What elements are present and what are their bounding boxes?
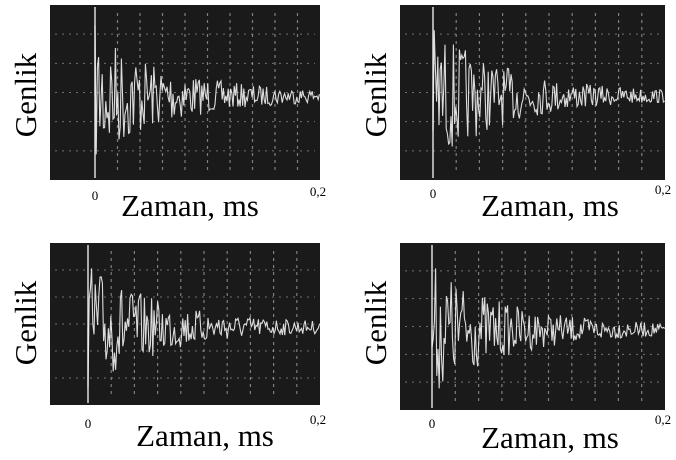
x-end-label: 0,2 xyxy=(655,182,671,197)
waveform xyxy=(87,268,321,388)
x-axis-label: Zaman, ms xyxy=(136,418,274,453)
scope-panel: Genlik Zaman, ms 0 0,2 xyxy=(8,243,326,453)
scope-panel: Genlik Zaman, ms 0 0,2 xyxy=(8,5,326,223)
waveform xyxy=(432,30,665,147)
x-axis-label: Zaman, ms xyxy=(481,188,619,223)
x-end-label: 0,2 xyxy=(655,412,671,427)
x-axis-label: Zaman, ms xyxy=(121,188,259,223)
waveform xyxy=(431,268,666,389)
x-start-label: 0 xyxy=(92,188,99,203)
x-end-label: 0,2 xyxy=(310,184,326,199)
scope-panel: Genlik Zaman, ms 0 0,2 xyxy=(358,5,671,223)
y-axis-label: Genlik xyxy=(358,52,393,137)
y-axis-label: Genlik xyxy=(8,52,43,137)
x-axis-label: Zaman, ms xyxy=(481,420,619,455)
x-end-label: 0,2 xyxy=(310,412,326,427)
x-start-label: 0 xyxy=(429,416,436,431)
x-start-label: 0 xyxy=(85,416,92,431)
y-axis-label: Genlik xyxy=(358,280,393,365)
x-start-label: 0 xyxy=(430,186,437,201)
waveform xyxy=(94,25,320,155)
scope-panel: Genlik Zaman, ms 0 0,2 xyxy=(358,243,671,455)
y-axis-label: Genlik xyxy=(8,280,43,365)
